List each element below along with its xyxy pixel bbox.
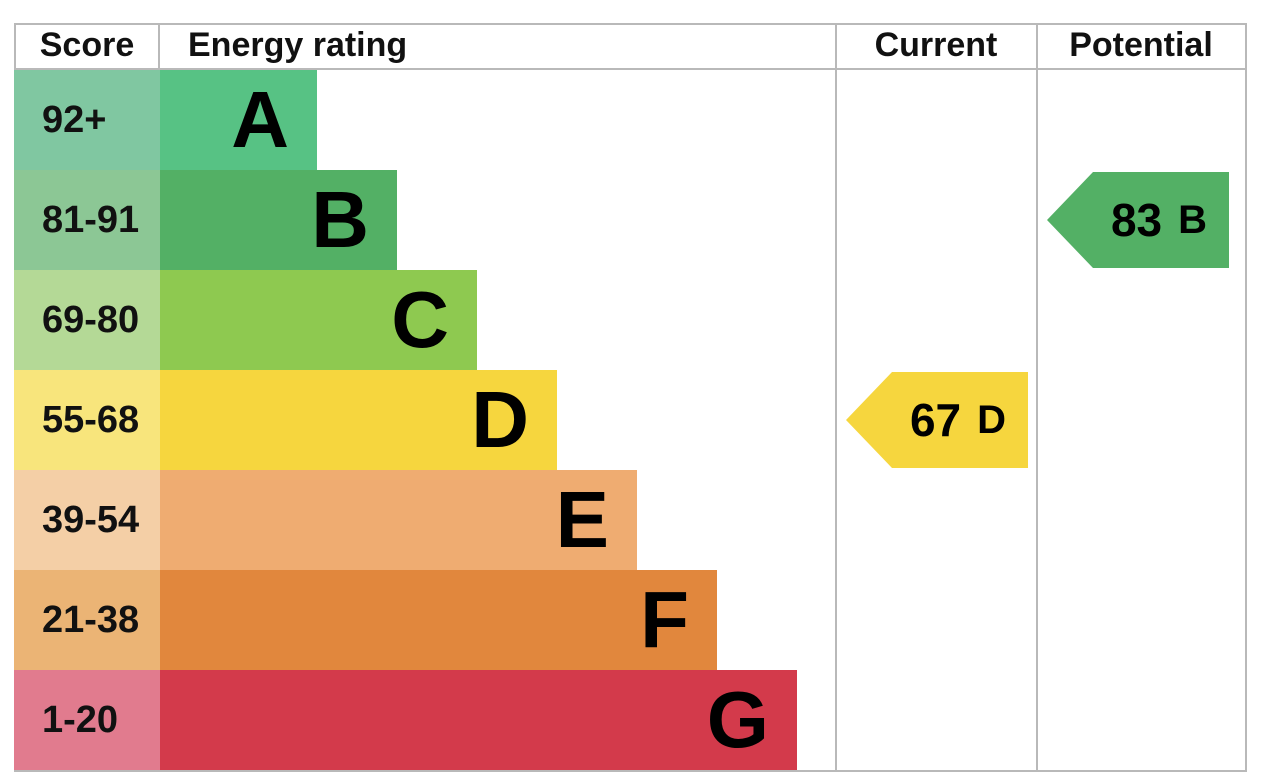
grid-line-bottom — [14, 770, 1247, 772]
band-row-b: 81-91 B — [14, 170, 1247, 270]
band-score-d: 55-68 — [14, 370, 160, 470]
band-bar-a: A — [160, 70, 317, 170]
band-row-d: 55-68 D — [14, 370, 1247, 470]
potential-rating-value: 83 — [1110, 194, 1163, 246]
band-bar-e: E — [160, 470, 637, 570]
grid-line-header-bottom — [14, 68, 1247, 70]
header-energy-rating: Energy rating — [188, 26, 408, 64]
band-bar-c: C — [160, 270, 477, 370]
band-letter-g: G — [706, 675, 769, 764]
band-score-f: 21-38 — [14, 570, 160, 670]
band-letter-c: C — [391, 275, 449, 364]
band-score-e: 39-54 — [14, 470, 160, 570]
band-score-a: 92+ — [14, 70, 160, 170]
band-bar-b: B — [160, 170, 397, 270]
band-row-g: 1-20 G — [14, 670, 1247, 770]
band-letter-f: F — [640, 575, 689, 664]
header-potential: Potential — [1069, 26, 1213, 64]
current-rating-band: D — [977, 397, 1007, 442]
band-letter-e: E — [555, 475, 609, 564]
current-rating-value: 67 — [909, 394, 962, 446]
grid-line-current-divider — [835, 23, 837, 772]
band-row-f: 21-38 F — [14, 570, 1247, 670]
band-score-g: 1-20 — [14, 670, 160, 770]
grid-line-top — [14, 23, 1247, 25]
band-score-c: 69-80 — [14, 270, 160, 370]
band-bar-g: G — [160, 670, 797, 770]
band-bar-d: D — [160, 370, 557, 470]
band-bar-f: F — [160, 570, 717, 670]
band-letter-a: A — [231, 75, 289, 164]
band-row-e: 39-54 E — [14, 470, 1247, 570]
band-score-b: 81-91 — [14, 170, 160, 270]
band-row-c: 69-80 C — [14, 270, 1247, 370]
band-letter-d: D — [471, 375, 529, 464]
band-row-a: 92+ A — [14, 70, 1247, 170]
header-current: Current — [874, 26, 998, 64]
header-score: Score — [39, 26, 135, 64]
band-letter-b: B — [311, 175, 369, 264]
grid-line-right — [1245, 23, 1247, 772]
grid-line-left — [14, 23, 16, 70]
potential-rating-band: B — [1178, 197, 1208, 242]
grid-line-score-divider — [158, 23, 160, 70]
grid-line-potential-divider — [1036, 23, 1038, 772]
